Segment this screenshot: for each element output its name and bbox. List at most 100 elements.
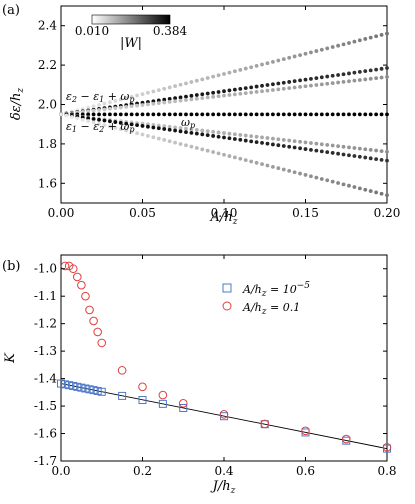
branch-3-point [374,112,379,117]
branch-5-point [292,145,297,150]
branch-6-point [167,139,172,144]
branch-2-point [140,103,145,107]
branch-5-point [319,149,324,154]
series-2-circle-point [60,261,70,271]
branch-3-point [211,112,216,117]
series-1-square-point [57,379,65,388]
series-2-circle-point [219,410,229,419]
branch-4-point [167,124,172,129]
x-tick-label: 0.4 [214,464,233,478]
branch-3-point [167,112,172,117]
branch-4-point [341,144,346,149]
branch-5-point [336,151,340,156]
series-1-square-point [89,386,98,395]
panel-a-ylabel: δε/hz [9,88,26,121]
branch-4-point [336,144,340,149]
branch-3-point [319,112,324,117]
branch-0-point [374,34,379,39]
branch-2-point [113,106,118,111]
legend-entry-1: A/hz = 10−5 [242,281,310,299]
branch-4-point [205,129,210,134]
branch-2-point [330,81,335,86]
panel-b-ticks: 0.0 0.2 0.4 0.6 0.8 -1.0 -1.1 -1.2 -1.3 -1.4 -1.5 -… [34,255,397,478]
branch-2-point [352,78,357,83]
branch-4-point [287,138,292,143]
branch-6-point [146,133,150,138]
branch-2-point [151,101,156,106]
x-tick-label: 0.10 [211,206,238,220]
branch-4-point [271,136,275,141]
panel-a-frame [60,5,388,204]
branch-5-point [173,128,178,133]
colorbar-label: |W| [120,36,142,51]
branch-0-point [336,43,340,48]
branch-5-point [194,131,199,136]
branch-3-point [243,112,248,117]
branch-6-point [368,189,373,193]
branch-0-point [135,93,139,98]
branch-0-point [292,54,297,59]
branch-5-point [243,138,248,143]
branch-0-point [173,84,178,88]
panel-a-ticks: 0.00 0.05 0.10 0.15 0.20 1.6 1.8 2.0 2.2 2.4 [38,6,400,220]
series-1-square-point [179,403,188,412]
branch-4-point [347,145,351,150]
branch-2-point [108,106,112,111]
branch-5-point [271,142,275,147]
branch-0-point [222,72,226,76]
branch-1-point [341,72,346,77]
branch-2-point [271,88,275,92]
annotation-omega-p: ωp [181,116,195,130]
branch-1-point [298,78,302,83]
branch-2-point [249,90,254,95]
branch-2-point [102,107,107,112]
branch-5-point [227,136,232,141]
branch-3-point [162,112,167,117]
branch-6-point [211,150,216,154]
branch-6-point [254,160,259,165]
branch-1-point [309,76,313,81]
branch-6-point [184,143,188,148]
series-2-circle-point [97,338,107,348]
branch-3-point [156,112,161,117]
branch-1-point [260,83,264,88]
branch-4-point [194,128,199,132]
branch-0-point [129,94,134,99]
branch-1-point [325,74,330,79]
branch-5-point [162,127,167,131]
branch-5-point [91,117,96,121]
branch-0-point [200,77,205,82]
branch-3-point [281,112,286,117]
branch-1-point [281,80,286,85]
fit-line [60,383,388,450]
branch-4-point [309,141,313,145]
legend-entry-2: A/hz = 0.1 [242,301,300,317]
series-2-circle-point [81,291,90,301]
branch-6-point [227,154,232,158]
branch-3-point [276,112,281,117]
series-1-square-point [69,382,78,391]
series-2-circle-point [178,399,188,408]
y-tick-label: 1.6 [38,176,57,190]
branch-4-point [281,138,286,142]
y-tick-label: -1.2 [34,317,57,331]
branch-4-point [292,139,297,144]
branch-0-point [298,53,302,58]
y-tick-label: -1.6 [34,427,57,441]
branch-5-point [211,134,216,138]
branch-1-point [205,91,210,96]
branch-2-point [97,108,101,112]
y-tick-label: -1.3 [34,344,57,358]
series-2-circle-point [158,390,168,400]
series-1-square-point [138,396,147,405]
branch-6-point [118,127,123,132]
branch-2-point [238,91,243,96]
branch-2-point [254,89,259,94]
branch-0-point [211,74,216,79]
branch-2-point [309,83,313,88]
branch-3-point [102,112,107,117]
branch-3-point [368,112,373,117]
branch-0-point [314,49,319,53]
branch-0-point [341,42,346,47]
